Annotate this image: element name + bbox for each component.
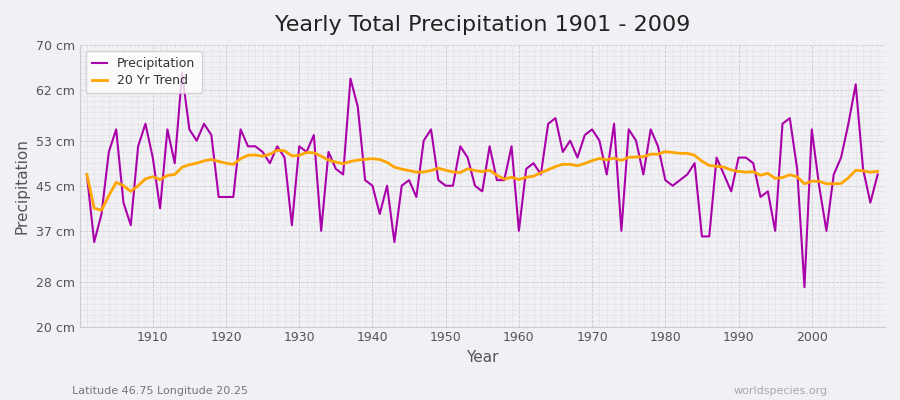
- Precipitation: [140, 121, 151, 126]
- Text: Latitude 46.75 Longitude 20.25: Latitude 46.75 Longitude 20.25: [72, 386, 248, 396]
- 20 Yr Trend: [148, 174, 158, 179]
- Precipitation: [309, 133, 320, 138]
- 20 Yr Trend: [521, 175, 532, 180]
- Precipitation: [353, 104, 364, 109]
- Line: Precipitation: Precipitation: [87, 73, 878, 287]
- 20 Yr Trend: [96, 208, 107, 212]
- Precipitation: [82, 172, 93, 177]
- Precipitation: [608, 121, 619, 126]
- Text: worldspecies.org: worldspecies.org: [734, 386, 828, 396]
- Y-axis label: Precipitation: Precipitation: [15, 138, 30, 234]
- 20 Yr Trend: [272, 148, 283, 153]
- Legend: Precipitation, 20 Yr Trend: Precipitation, 20 Yr Trend: [86, 51, 202, 93]
- 20 Yr Trend: [872, 169, 883, 174]
- 20 Yr Trend: [528, 174, 539, 178]
- Precipitation: [521, 166, 532, 171]
- Precipitation: [176, 71, 187, 76]
- 20 Yr Trend: [360, 157, 371, 162]
- Line: 20 Yr Trend: 20 Yr Trend: [87, 150, 878, 210]
- Precipitation: [799, 285, 810, 290]
- X-axis label: Year: Year: [466, 350, 499, 365]
- Precipitation: [514, 228, 525, 233]
- Title: Yearly Total Precipitation 1901 - 2009: Yearly Total Precipitation 1901 - 2009: [274, 15, 690, 35]
- 20 Yr Trend: [616, 158, 626, 163]
- 20 Yr Trend: [316, 154, 327, 158]
- 20 Yr Trend: [82, 172, 93, 177]
- Precipitation: [872, 172, 883, 177]
